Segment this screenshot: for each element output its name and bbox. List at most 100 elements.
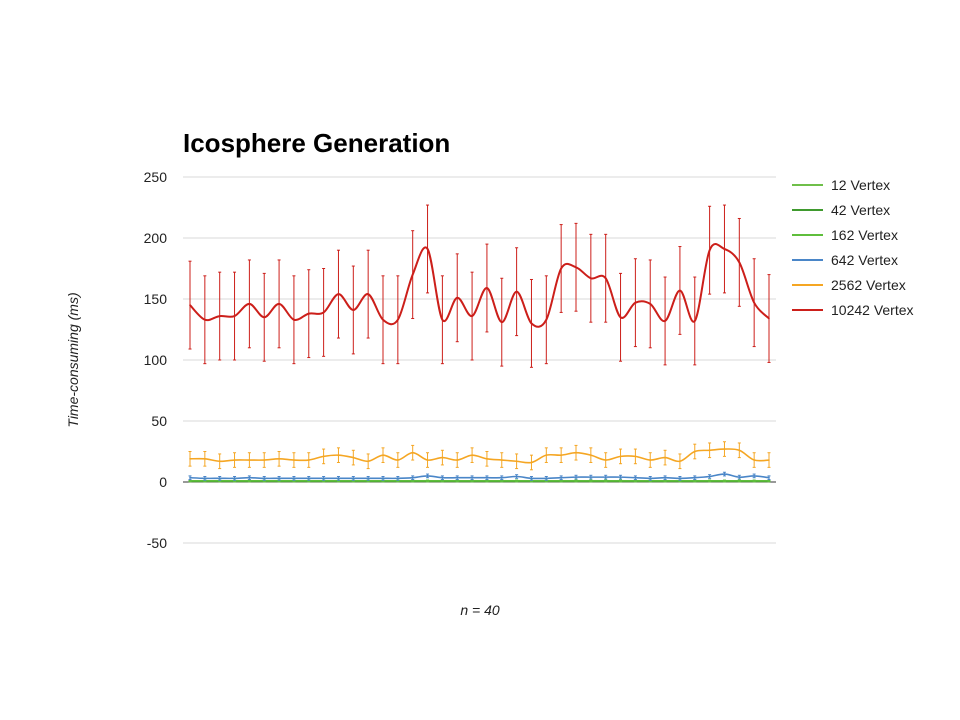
- data-point: [471, 454, 473, 456]
- data-point: [218, 477, 221, 480]
- data-point: [307, 312, 310, 315]
- data-point: [367, 477, 369, 480]
- data-point: [545, 318, 548, 321]
- data-point: [278, 477, 280, 480]
- data-point: [575, 476, 577, 478]
- legend-item: 162 Vertex: [792, 227, 898, 243]
- data-point: [515, 479, 518, 482]
- data-point: [500, 479, 503, 482]
- data-point: [500, 459, 503, 461]
- data-point: [708, 249, 711, 251]
- data-point: [738, 261, 741, 264]
- series-line: [189, 473, 770, 480]
- data-point: [322, 311, 325, 314]
- data-point: [515, 290, 518, 293]
- data-point: [753, 475, 755, 477]
- data-point: [382, 454, 384, 456]
- legend-label: 162 Vertex: [831, 227, 898, 243]
- data-point: [693, 476, 696, 479]
- data-point: [619, 455, 622, 458]
- legend-label: 12 Vertex: [831, 177, 890, 193]
- y-tick-label: -50: [147, 535, 167, 551]
- data-point: [634, 455, 637, 458]
- data-point: [500, 321, 503, 323]
- data-point: [456, 296, 459, 299]
- legend-label: 642 Vertex: [831, 252, 898, 268]
- data-point: [426, 248, 429, 250]
- data-point: [530, 477, 533, 480]
- data-point: [307, 459, 310, 461]
- legend-label: 10242 Vertex: [831, 302, 914, 318]
- data-point: [471, 479, 473, 482]
- data-point: [322, 455, 325, 458]
- data-point: [753, 301, 755, 304]
- data-point: [293, 459, 295, 461]
- data-point: [664, 456, 666, 459]
- data-point: [649, 477, 652, 480]
- data-point: [738, 449, 741, 452]
- legend-item: 642 Vertex: [792, 252, 898, 268]
- series-layer: [188, 204, 771, 483]
- data-point: [693, 450, 696, 453]
- data-point: [471, 315, 473, 317]
- data-point: [545, 477, 548, 480]
- legend-item: 42 Vertex: [792, 202, 890, 218]
- data-point: [426, 479, 429, 482]
- data-point: [233, 315, 236, 317]
- data-point: [604, 476, 607, 478]
- data-point: [723, 448, 726, 450]
- data-point: [397, 318, 399, 321]
- y-axis-ticks: 250 200 150 100 50 0 -50: [144, 169, 168, 551]
- data-point: [619, 479, 622, 482]
- data-point: [397, 459, 399, 461]
- data-point: [619, 476, 622, 478]
- data-point: [679, 477, 681, 480]
- data-point: [307, 477, 310, 480]
- data-point: [500, 476, 503, 479]
- data-point: [486, 287, 488, 289]
- data-point: [486, 476, 488, 479]
- series-10242-vertex: [188, 204, 771, 368]
- data-point: [768, 479, 770, 482]
- data-point: [337, 477, 340, 480]
- data-point: [411, 479, 414, 482]
- data-point: [693, 479, 696, 482]
- data-point: [634, 301, 637, 304]
- data-point: [664, 476, 666, 479]
- data-point: [590, 479, 592, 482]
- data-point: [263, 316, 266, 319]
- y-tick-label: 200: [144, 230, 168, 246]
- data-point: [604, 459, 607, 461]
- data-point: [248, 476, 251, 479]
- data-point: [263, 459, 266, 461]
- y-tick-label: 250: [144, 169, 168, 185]
- data-point: [708, 475, 711, 478]
- data-point: [679, 460, 681, 463]
- data-point: [723, 479, 726, 482]
- data-point: [456, 476, 459, 479]
- data-point: [382, 318, 384, 321]
- data-point: [337, 454, 340, 456]
- data-point: [189, 458, 191, 460]
- data-point: [352, 477, 355, 480]
- data-point: [248, 303, 251, 305]
- data-point: [575, 479, 577, 482]
- legend-item: 10242 Vertex: [792, 302, 914, 318]
- data-point: [634, 476, 637, 479]
- data-point: [604, 479, 607, 482]
- series-2562-vertex: [188, 441, 771, 471]
- data-point: [575, 266, 577, 269]
- data-point: [768, 317, 770, 320]
- data-point: [575, 451, 577, 454]
- data-point: [604, 277, 607, 280]
- data-point: [530, 461, 533, 464]
- data-point: [471, 476, 473, 479]
- data-point: [738, 479, 741, 482]
- legend-label: 2562 Vertex: [831, 277, 906, 293]
- data-point: [426, 475, 429, 477]
- data-point: [693, 320, 696, 322]
- data-point: [560, 476, 562, 479]
- data-point: [619, 316, 622, 319]
- data-point: [560, 454, 562, 456]
